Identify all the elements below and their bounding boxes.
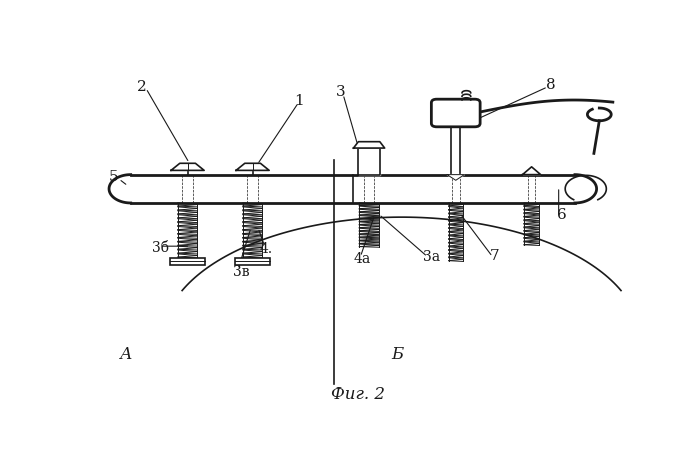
- Text: 3б: 3б: [152, 241, 169, 255]
- Text: 3в: 3в: [233, 264, 249, 278]
- Text: 3а: 3а: [424, 250, 440, 263]
- Text: 6: 6: [556, 208, 566, 222]
- Text: Фиг. 2: Фиг. 2: [331, 385, 385, 402]
- Text: 8: 8: [546, 78, 556, 92]
- Polygon shape: [354, 142, 384, 149]
- Polygon shape: [452, 124, 460, 175]
- Polygon shape: [522, 168, 541, 175]
- Text: 3: 3: [336, 85, 346, 99]
- Text: А: А: [120, 345, 133, 362]
- Polygon shape: [359, 149, 380, 175]
- Bar: [170, 258, 205, 265]
- Text: 1: 1: [294, 94, 303, 108]
- Text: 4.: 4.: [259, 242, 273, 256]
- Polygon shape: [575, 175, 596, 203]
- Text: 5: 5: [108, 170, 118, 184]
- Polygon shape: [109, 175, 131, 203]
- Bar: [131, 175, 353, 203]
- Polygon shape: [171, 164, 204, 171]
- FancyBboxPatch shape: [431, 100, 480, 128]
- Text: 2: 2: [137, 80, 146, 94]
- Polygon shape: [236, 164, 269, 171]
- Polygon shape: [447, 175, 464, 181]
- Bar: [235, 258, 270, 265]
- Text: Б: Б: [391, 345, 403, 362]
- Bar: [353, 175, 575, 203]
- Text: 7: 7: [490, 249, 500, 263]
- Text: 4а: 4а: [354, 252, 371, 265]
